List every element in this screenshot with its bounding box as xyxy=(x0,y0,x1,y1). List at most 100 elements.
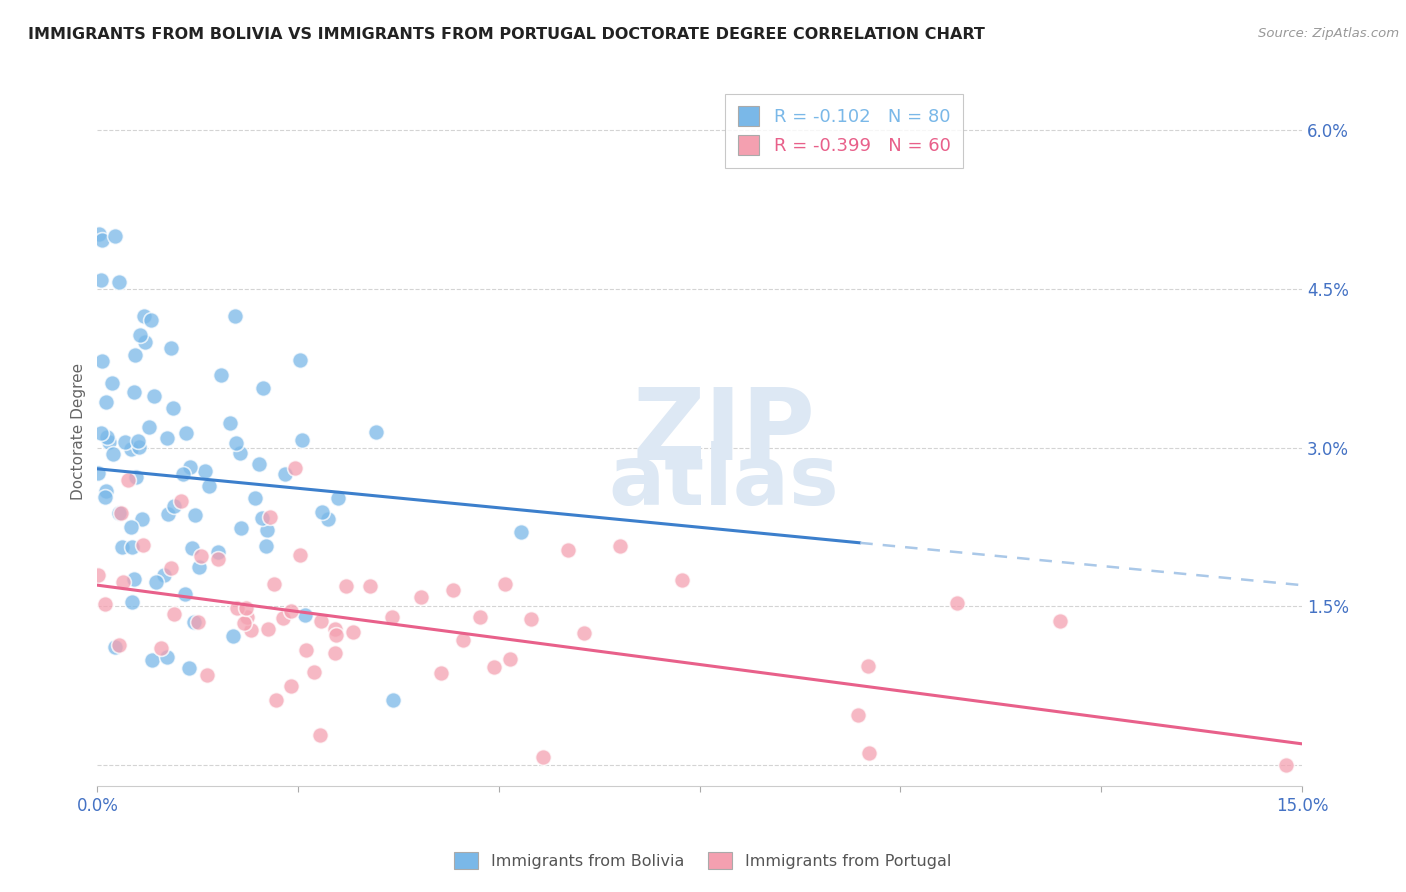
Point xyxy=(181,541,204,556)
Point xyxy=(153,567,176,582)
Point xyxy=(381,693,404,707)
Point xyxy=(145,575,167,590)
Point xyxy=(219,416,242,430)
Point xyxy=(90,273,112,287)
Point xyxy=(94,490,117,504)
Point xyxy=(114,434,136,449)
Point xyxy=(141,653,163,667)
Point xyxy=(288,353,311,368)
Point xyxy=(271,611,294,625)
Text: Source: ZipAtlas.com: Source: ZipAtlas.com xyxy=(1258,27,1399,40)
Point xyxy=(141,313,163,327)
Point xyxy=(495,576,517,591)
Point xyxy=(325,628,347,642)
Point xyxy=(87,568,110,582)
Point xyxy=(225,435,247,450)
Point xyxy=(96,483,118,498)
Point xyxy=(335,579,357,593)
Point xyxy=(326,491,349,505)
Point xyxy=(858,747,880,761)
Point xyxy=(671,573,693,587)
Point xyxy=(170,493,193,508)
Point xyxy=(451,632,474,647)
Point xyxy=(117,473,139,487)
Point xyxy=(131,512,153,526)
Point xyxy=(291,433,314,447)
Point xyxy=(264,693,287,707)
Point xyxy=(229,521,252,535)
Point xyxy=(520,611,543,625)
Point xyxy=(325,622,347,636)
Point xyxy=(98,435,121,450)
Point xyxy=(142,388,165,402)
Point xyxy=(120,519,142,533)
Point xyxy=(197,479,219,493)
Point xyxy=(484,659,506,673)
Point xyxy=(174,425,197,440)
Point xyxy=(160,561,183,575)
Point xyxy=(160,342,183,356)
Point xyxy=(157,507,180,521)
Point xyxy=(232,616,254,631)
Point xyxy=(254,539,277,553)
Point xyxy=(101,376,124,390)
Point xyxy=(121,594,143,608)
Point xyxy=(122,572,145,586)
Point xyxy=(184,508,207,523)
Point xyxy=(557,543,579,558)
Point xyxy=(236,610,259,624)
Point xyxy=(252,380,274,394)
Point xyxy=(107,275,129,289)
Point xyxy=(531,749,554,764)
Point xyxy=(125,470,148,484)
Point xyxy=(323,646,346,660)
Text: atlas: atlas xyxy=(609,441,839,522)
Point xyxy=(309,729,332,743)
Point xyxy=(441,583,464,598)
Point xyxy=(509,524,531,539)
Point xyxy=(243,491,266,505)
Point xyxy=(190,549,212,563)
Point xyxy=(172,467,194,482)
Point xyxy=(111,575,134,590)
Point xyxy=(207,545,229,559)
Point xyxy=(177,660,200,674)
Point xyxy=(316,512,339,526)
Point xyxy=(104,228,127,243)
Point xyxy=(163,499,186,513)
Point xyxy=(89,227,111,241)
Point xyxy=(609,539,631,553)
Point xyxy=(273,467,295,481)
Point xyxy=(87,467,110,481)
Point xyxy=(150,641,173,656)
Point xyxy=(120,442,142,456)
Point xyxy=(91,233,114,247)
Point xyxy=(856,658,879,673)
Point xyxy=(280,604,302,618)
Point xyxy=(187,559,209,574)
Point xyxy=(128,440,150,454)
Point xyxy=(468,609,491,624)
Point xyxy=(127,434,149,449)
Point xyxy=(96,395,118,409)
Point xyxy=(207,551,229,566)
Point xyxy=(104,640,127,655)
Point xyxy=(409,590,432,604)
Point xyxy=(295,643,318,657)
Point xyxy=(224,309,246,323)
Point xyxy=(430,666,453,681)
Point xyxy=(946,596,969,610)
Point xyxy=(311,505,333,519)
Point xyxy=(309,614,332,628)
Point xyxy=(94,597,117,611)
Point xyxy=(155,431,177,445)
Point xyxy=(364,425,387,440)
Legend: Immigrants from Bolivia, Immigrants from Portugal: Immigrants from Bolivia, Immigrants from… xyxy=(449,846,957,875)
Text: ZIP: ZIP xyxy=(633,384,815,480)
Point xyxy=(288,548,311,562)
Y-axis label: Doctorate Degree: Doctorate Degree xyxy=(72,363,86,500)
Point xyxy=(226,601,249,615)
Point xyxy=(121,540,143,554)
Point xyxy=(240,623,263,637)
Point xyxy=(294,607,316,622)
